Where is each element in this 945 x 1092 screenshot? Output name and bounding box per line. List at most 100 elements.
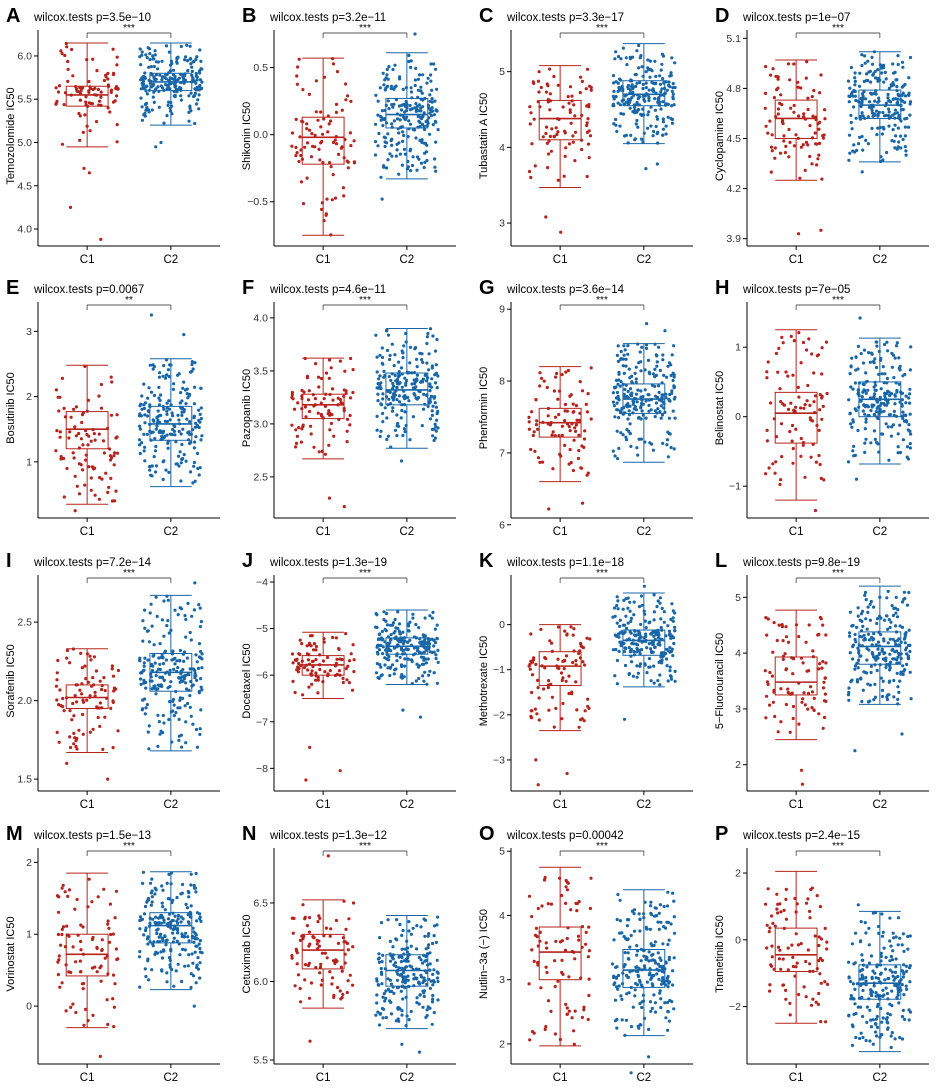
- box-c2: [137, 313, 204, 488]
- data-point: [855, 625, 859, 630]
- data-point: [403, 657, 407, 661]
- data-point: [69, 93, 73, 97]
- data-point: [95, 970, 99, 974]
- data-point: [424, 373, 428, 377]
- data-point: [179, 920, 183, 924]
- data-point: [151, 57, 155, 61]
- x-tick-label-c2: C2: [164, 799, 179, 811]
- data-point: [891, 62, 895, 66]
- data-point: [552, 725, 556, 729]
- data-point: [574, 663, 578, 667]
- data-point: [866, 605, 870, 609]
- data-point: [670, 56, 674, 60]
- data-point: [866, 632, 871, 636]
- y-tick-label: 0: [499, 619, 505, 631]
- data-point: [896, 100, 900, 104]
- data-point: [667, 361, 672, 365]
- data-point: [636, 671, 641, 675]
- data-point: [565, 409, 570, 413]
- outlier-point: [663, 329, 667, 333]
- data-point: [615, 621, 619, 625]
- data-point: [617, 86, 621, 90]
- data-point: [882, 80, 886, 84]
- data-point: [809, 685, 813, 689]
- data-point: [654, 633, 658, 637]
- data-point: [179, 669, 183, 673]
- data-point: [896, 697, 900, 702]
- data-point: [145, 56, 149, 60]
- data-point: [68, 735, 72, 739]
- data-point: [419, 642, 423, 646]
- data-point: [847, 158, 851, 162]
- data-point: [57, 409, 61, 413]
- data-point: [568, 108, 572, 112]
- data-point: [59, 455, 63, 459]
- data-point: [587, 105, 591, 109]
- data-point: [319, 110, 323, 114]
- data-point: [859, 612, 864, 616]
- data-point: [164, 658, 168, 662]
- data-point: [904, 646, 909, 650]
- data-point: [389, 954, 393, 958]
- data-point: [338, 398, 343, 402]
- data-point: [637, 437, 641, 441]
- data-point: [197, 88, 201, 92]
- data-point: [905, 603, 910, 607]
- data-point: [616, 55, 621, 59]
- data-point: [854, 368, 858, 372]
- data-point: [327, 376, 331, 380]
- y-tick-label: 0: [735, 411, 741, 423]
- data-point: [376, 637, 381, 642]
- data-point: [407, 119, 411, 123]
- data-point: [379, 921, 384, 925]
- data-point: [80, 692, 84, 696]
- data-point: [405, 939, 409, 943]
- data-point: [643, 662, 647, 666]
- data-point: [567, 425, 571, 429]
- data-point: [104, 471, 108, 475]
- data-point: [612, 404, 617, 408]
- data-point: [797, 114, 801, 118]
- data-point: [653, 630, 657, 634]
- data-point: [100, 684, 104, 688]
- data-point: [383, 640, 387, 644]
- data-point: [622, 371, 626, 375]
- data-point: [583, 429, 587, 433]
- data-point: [65, 656, 69, 660]
- data-point: [169, 363, 173, 367]
- points-c2: [373, 32, 440, 201]
- data-point: [634, 377, 638, 381]
- data-point: [621, 382, 625, 386]
- data-point: [868, 360, 873, 364]
- data-point: [394, 154, 398, 158]
- data-point: [179, 44, 183, 49]
- data-point: [91, 428, 95, 432]
- data-point: [907, 657, 911, 661]
- outlier-point: [559, 230, 563, 234]
- data-point: [384, 395, 389, 399]
- data-point: [189, 470, 193, 474]
- data-point: [908, 102, 912, 106]
- data-point: [874, 365, 879, 370]
- data-point: [57, 958, 61, 962]
- data-point: [177, 717, 181, 722]
- data-point: [864, 420, 868, 424]
- data-point: [824, 633, 828, 637]
- data-point: [91, 87, 95, 92]
- data-point: [165, 922, 169, 926]
- data-point: [902, 590, 907, 594]
- data-point: [323, 404, 327, 408]
- data-point: [434, 429, 438, 433]
- data-point: [395, 413, 399, 417]
- data-point: [329, 233, 333, 237]
- data-point: [316, 920, 320, 924]
- data-point: [180, 399, 184, 403]
- data-point: [71, 945, 75, 949]
- data-point: [421, 989, 425, 993]
- outlier-point: [68, 205, 73, 209]
- data-point: [873, 437, 878, 441]
- data-point: [191, 667, 196, 671]
- data-point: [411, 612, 415, 616]
- data-point: [378, 374, 382, 378]
